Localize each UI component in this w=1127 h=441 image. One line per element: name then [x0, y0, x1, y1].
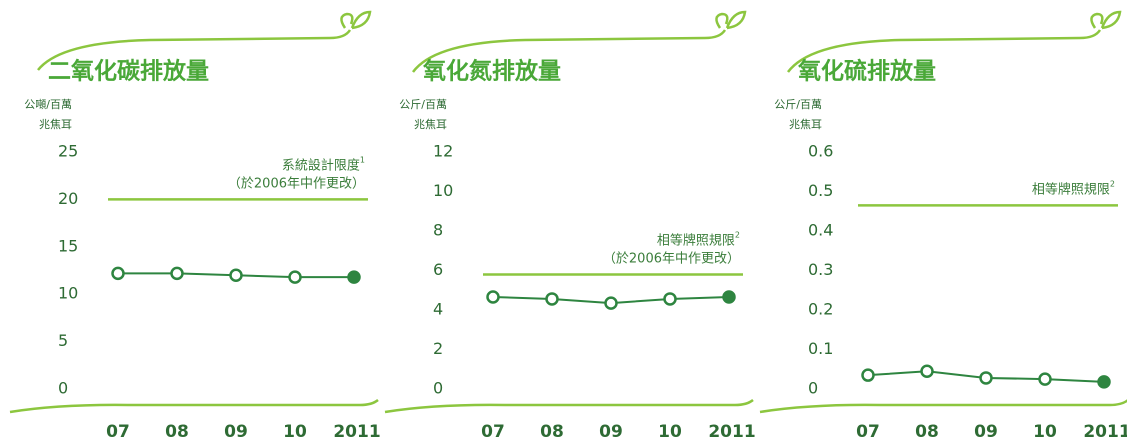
- y-tick-label: 0: [808, 379, 818, 398]
- data-point: [920, 364, 934, 378]
- y-tick-label: 0.2: [808, 300, 833, 319]
- y-tick-label: 10: [58, 284, 78, 303]
- annotation-superscript: 1: [360, 155, 365, 164]
- chart-title: 氧化氮排放量: [422, 58, 561, 85]
- data-point: [111, 266, 125, 281]
- annotation: 系統設計限度1: [282, 155, 365, 173]
- annotation: （於2006年中作更改）: [228, 175, 365, 191]
- data-point: [1097, 375, 1111, 389]
- y-axis-label: 公斤/百萬: [774, 98, 822, 111]
- y-axis-label: 兆焦耳: [789, 118, 822, 131]
- x-tick-label: 10: [1033, 422, 1057, 441]
- x-tick-label: 2011: [708, 422, 755, 441]
- annotation: （於2006年中作更改）: [603, 250, 740, 266]
- data-point: [170, 266, 184, 281]
- x-tick-label: 08: [165, 422, 189, 441]
- chart-title: 二氧化碳排放量: [48, 58, 209, 85]
- x-tick-label: 2011: [1083, 422, 1127, 441]
- x-tick-label: 08: [915, 422, 939, 441]
- y-tick-label: 0.4: [808, 221, 833, 240]
- leaf-icon: [715, 10, 747, 30]
- y-axis-label: 公噸/百萬: [24, 97, 72, 111]
- y-tick-label: 0.5: [808, 181, 833, 200]
- data-point: [979, 371, 993, 385]
- annotation-text: （於2006年中作更改）: [228, 175, 365, 191]
- y-tick-label: 25: [58, 142, 78, 161]
- x-tick-label: 2011: [333, 422, 380, 441]
- y-tick-label: 0: [433, 379, 443, 398]
- data-point: [604, 296, 618, 310]
- chart-title: 氧化硫排放量: [797, 58, 936, 85]
- data-point: [229, 268, 243, 282]
- x-tick-label: 07: [481, 422, 505, 441]
- y-tick-label: 10: [433, 181, 453, 200]
- bottom-swoosh: [384, 399, 754, 414]
- annotation-superscript: 2: [1110, 179, 1115, 188]
- y-tick-label: 0.3: [808, 260, 833, 279]
- annotation-text: 系統設計限度: [282, 157, 360, 173]
- top-swoosh: [786, 29, 1102, 73]
- y-tick-label: 5: [58, 331, 68, 350]
- y-tick-label: 4: [433, 300, 443, 319]
- x-tick-label: 07: [856, 422, 880, 441]
- data-point: [861, 368, 875, 382]
- data-point: [1038, 372, 1052, 386]
- bottom-swoosh: [9, 399, 379, 414]
- data-point: [663, 292, 677, 306]
- annotation-text: （於2006年中作更改）: [603, 250, 740, 266]
- data-point: [347, 270, 361, 284]
- leaf-icon: [340, 10, 372, 30]
- data-point: [722, 290, 736, 304]
- y-axis-label: 公斤/百萬: [399, 98, 447, 111]
- y-tick-label: 0.6: [808, 142, 833, 161]
- x-tick-label: 10: [658, 422, 682, 441]
- annotation: 相等牌照規限2: [1032, 179, 1115, 197]
- y-axis-label: 兆焦耳: [39, 118, 72, 131]
- y-tick-label: 12: [433, 142, 453, 161]
- leaf-icon: [1090, 10, 1122, 30]
- annotation-text: 相等牌照規限: [657, 232, 735, 248]
- y-tick-label: 6: [433, 260, 443, 279]
- annotation-text: 相等牌照規限: [1032, 181, 1110, 197]
- x-tick-label: 09: [599, 422, 623, 441]
- y-axis-label: 兆焦耳: [414, 118, 447, 131]
- x-tick-label: 07: [106, 422, 130, 441]
- x-tick-label: 08: [540, 422, 564, 441]
- annotation-superscript: 2: [735, 230, 740, 239]
- y-tick-label: 0: [58, 379, 68, 398]
- x-tick-label: 09: [974, 422, 998, 441]
- y-tick-label: 20: [58, 189, 78, 208]
- top-swoosh: [37, 29, 352, 71]
- data-point: [486, 290, 500, 304]
- data-point: [545, 292, 559, 306]
- x-tick-label: 09: [224, 422, 248, 441]
- y-tick-label: 2: [433, 339, 443, 358]
- y-tick-label: 15: [58, 236, 78, 255]
- x-tick-label: 10: [283, 422, 307, 441]
- annotation: 相等牌照規限2: [657, 230, 740, 248]
- top-swoosh: [411, 29, 727, 73]
- y-tick-label: 0.1: [808, 339, 833, 358]
- data-point: [288, 270, 302, 284]
- bottom-swoosh: [759, 399, 1127, 414]
- y-tick-label: 8: [433, 221, 443, 240]
